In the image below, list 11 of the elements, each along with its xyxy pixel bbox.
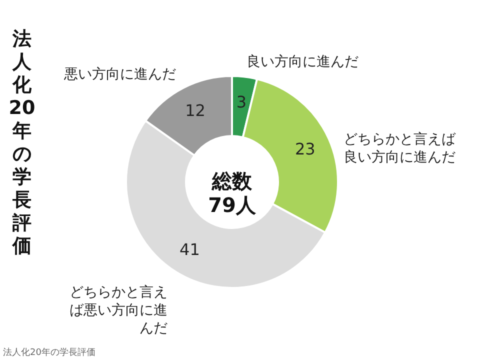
slice-label: どちらかと言えば悪い方向に進んだ xyxy=(70,284,168,337)
slice-label: 良い方向に進んだ xyxy=(246,54,359,70)
slice-label: 悪い方向に進んだ xyxy=(62,66,176,83)
text: 総数 79人 xyxy=(208,169,257,217)
text: 法人化20年の学長評価 xyxy=(3,347,96,358)
data-label: 41 xyxy=(180,240,200,259)
data-label: 23 xyxy=(294,140,316,159)
data-label: 12 xyxy=(185,100,206,120)
chart-title: 法人化20年の学長評価 xyxy=(8,28,36,257)
data-label: 3 xyxy=(236,92,247,112)
slice-label: どちらかと言えば良い方向に進んだ xyxy=(344,132,457,166)
